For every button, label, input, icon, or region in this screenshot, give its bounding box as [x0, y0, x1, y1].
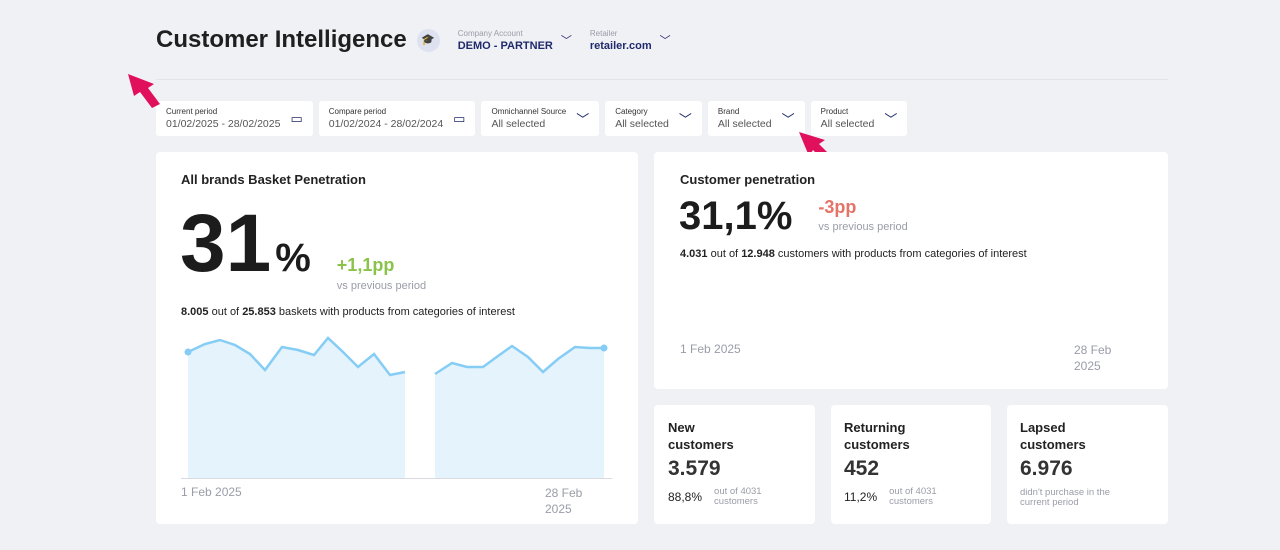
customer-delta: -3pp: [818, 197, 857, 217]
filter-value: 01/02/2025 - 28/02/2025: [166, 118, 281, 130]
customer-delta-block: -3pp vs previous period: [818, 197, 907, 233]
filter-label: Current period: [166, 107, 218, 116]
retailer-select[interactable]: Retailer retailer.com ﹀: [590, 29, 671, 52]
delta-subtitle: vs previous period: [336, 280, 427, 292]
x-start-label: 1 Feb 2025: [181, 485, 242, 499]
category-filter[interactable]: Category All selected ﹀: [605, 101, 702, 136]
segment-value: 6.976: [1020, 457, 1073, 480]
chevron-down-icon[interactable]: ﹀: [560, 35, 572, 47]
basket-series-b-line: [434, 344, 604, 376]
x-end-label: 28 Feb 2025: [545, 486, 583, 516]
segment-title: Returning customers: [844, 420, 910, 452]
desc: baskets with products from categories of…: [278, 306, 515, 318]
graduation-cap-icon[interactable]: 🎓: [416, 28, 440, 52]
total: 25.853: [242, 306, 276, 318]
customer-penetration-card: [654, 152, 1168, 389]
new-customers-card: New customers 3.579 88,8% out of 4031 cu…: [654, 405, 815, 524]
of: out of: [710, 248, 739, 260]
chevron-down-icon: ﹀: [678, 112, 692, 127]
chevron-down-icon: ﹀: [884, 112, 898, 127]
filter-value: All selected: [615, 118, 669, 130]
chevron-down-icon: ﹀: [781, 112, 795, 127]
chevron-down-icon[interactable]: ﹀: [659, 35, 671, 47]
company-account-value: DEMO - PARTNER: [457, 39, 553, 52]
product-filter[interactable]: Product All selected ﹀: [810, 101, 908, 136]
segment-note: out of 4031 customers: [714, 486, 762, 507]
basket-series-a-area: [188, 338, 405, 478]
filter-label: Product: [820, 107, 849, 116]
returning-customers-card: Returning customers 452 11,2% out of 403…: [831, 405, 991, 524]
compare-period-filter[interactable]: Compare period 01/02/2024 - 28/02/2024 ▭: [318, 101, 476, 136]
filter-label: Compare period: [328, 107, 387, 116]
basket-delta: +1,1pp: [336, 255, 395, 275]
delta-subtitle: vs previous period: [818, 221, 908, 233]
calendar-icon: ▭: [290, 110, 303, 126]
basket-series-b-area: [435, 346, 604, 478]
brand-filter[interactable]: Brand All selected ﹀: [707, 101, 805, 136]
segment-detail: 88,8% out of 4031 customers: [668, 487, 784, 507]
basket-series-a-line: [187, 336, 406, 377]
omnichannel-filter[interactable]: Omnichannel Source All selected ﹀: [481, 101, 600, 136]
card-title: Customer penetration: [680, 172, 816, 187]
desc: customers with products from categories …: [777, 248, 1027, 260]
basket-value: 31: [180, 198, 272, 289]
filter-value: All selected: [491, 118, 546, 130]
segment-note: out of 4031 customers: [889, 486, 937, 507]
company-account-label: Company Account: [457, 28, 523, 38]
count: 4.031: [680, 248, 708, 260]
x-start-label: 1 Feb 2025: [680, 342, 741, 356]
retailer-value: retailer.com: [589, 39, 652, 52]
filter-value: All selected: [820, 118, 875, 130]
basket-unit: %: [275, 236, 311, 280]
of: out of: [211, 306, 240, 318]
retailer-label: Retailer: [589, 28, 618, 38]
segment-value: 452: [844, 457, 880, 480]
segment-title: Lapsed customers: [1020, 420, 1086, 452]
filter-value: 01/02/2024 - 28/02/2024: [328, 118, 444, 130]
start-point: [184, 348, 192, 356]
basket-delta-block: +1,1pp vs previous period: [337, 255, 426, 292]
page-header: Customer Intelligence 🎓 Company Account …: [156, 26, 671, 54]
divider: [156, 79, 1168, 80]
card-title: All brands Basket Penetration: [181, 172, 366, 187]
page-title: Customer Intelligence: [156, 26, 407, 53]
customer-value-row: 31,1% -3pp vs previous period: [679, 194, 908, 239]
end-point: [600, 344, 608, 352]
customer-summary: 4.031 out of 12.948 customers with produ…: [680, 248, 1027, 260]
filter-label: Omnichannel Source: [491, 107, 567, 116]
segment-title: New customers: [668, 420, 734, 452]
company-account-select[interactable]: Company Account DEMO - PARTNER ﹀: [458, 29, 572, 52]
x-end-label: 28 Feb 2025: [1074, 343, 1112, 373]
basket-value-row: 31 % +1,1pp vs previous period: [180, 196, 426, 292]
segment-pct: 11,2%: [844, 490, 878, 504]
current-period-filter[interactable]: Current period 01/02/2025 - 28/02/2025 ▭: [156, 101, 313, 136]
filter-value: All selected: [717, 118, 772, 130]
filter-label: Category: [615, 107, 648, 116]
count: 8.005: [181, 306, 209, 318]
total: 12.948: [741, 248, 775, 260]
customer-value: 31,1%: [679, 194, 793, 238]
chevron-down-icon: ﹀: [576, 112, 590, 127]
basket-summary: 8.005 out of 25.853 baskets with product…: [181, 306, 515, 318]
lapsed-customers-card: Lapsed customers 6.976 didn't purchase i…: [1007, 405, 1168, 524]
filter-label: Brand: [717, 107, 740, 116]
filter-bar: Current period 01/02/2025 - 28/02/2025 ▭…: [156, 101, 908, 136]
segment-detail: 11,2% out of 4031 customers: [844, 487, 959, 507]
segment-value: 3.579: [668, 457, 721, 480]
calendar-icon: ▭: [453, 110, 466, 126]
segment-pct: 88,8%: [668, 490, 703, 504]
pointer-arrow-icon: [128, 74, 160, 108]
segment-note: didn't purchase in the current period: [1020, 487, 1111, 508]
